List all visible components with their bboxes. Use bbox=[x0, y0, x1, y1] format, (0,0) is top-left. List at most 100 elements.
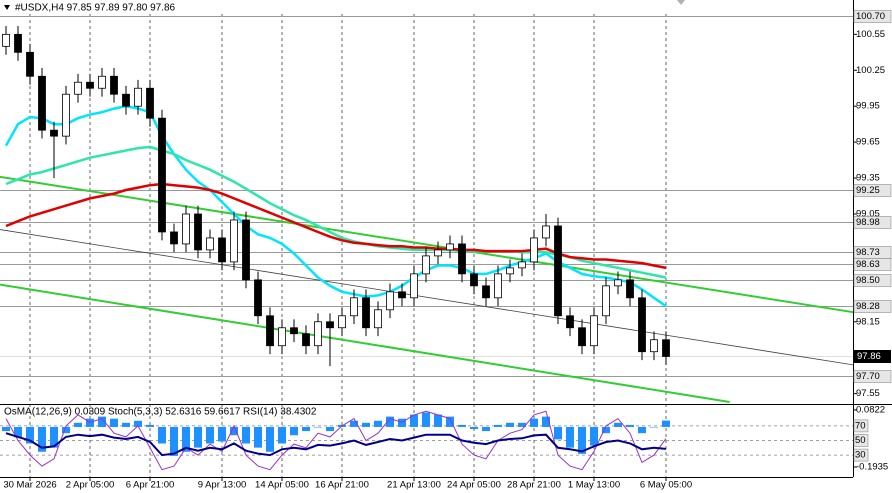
osma-bar bbox=[446, 416, 454, 427]
osma-bar bbox=[518, 422, 526, 427]
osma-bar bbox=[602, 426, 610, 434]
osma-bar bbox=[326, 426, 334, 432]
candle-body bbox=[662, 339, 670, 357]
last-price-box bbox=[854, 349, 891, 363]
level-label: 99.25 bbox=[856, 185, 880, 196]
osma-bar bbox=[638, 426, 646, 434]
candle-body bbox=[86, 81, 94, 89]
osma-bar bbox=[170, 426, 178, 456]
x-tick-label: 28 Apr 21:00 bbox=[507, 480, 561, 491]
level-label: 98.63 bbox=[856, 259, 880, 270]
candle-body bbox=[362, 297, 370, 329]
candle-body bbox=[446, 243, 454, 251]
osma-bar bbox=[206, 426, 214, 444]
candle-body bbox=[158, 117, 166, 233]
osma-bar bbox=[314, 426, 322, 428]
level-label-box bbox=[853, 258, 892, 271]
osma-bar bbox=[362, 422, 370, 427]
candle-body bbox=[110, 75, 118, 95]
level-label-box bbox=[853, 216, 892, 229]
level-label-box bbox=[853, 10, 892, 23]
candle-body bbox=[170, 231, 178, 245]
candle-body bbox=[626, 279, 634, 299]
candle-body bbox=[554, 225, 562, 317]
marks-layer bbox=[0, 25, 854, 471]
osma-bar bbox=[2, 426, 10, 432]
candle-body bbox=[398, 291, 406, 299]
candle-body bbox=[386, 291, 394, 311]
dropdown-icon[interactable] bbox=[4, 5, 10, 10]
osma-bar bbox=[38, 426, 46, 452]
level-label-box bbox=[853, 184, 892, 197]
osma-bar bbox=[194, 426, 202, 448]
osma-bar bbox=[386, 416, 394, 427]
osma-bar bbox=[470, 426, 478, 430]
candle-body bbox=[614, 279, 622, 287]
candle-body bbox=[650, 339, 658, 353]
osma-bar bbox=[494, 424, 502, 427]
y-tick-label: 99.35 bbox=[856, 173, 880, 184]
candle-body bbox=[146, 87, 154, 119]
y2-tick-label: 30 bbox=[855, 450, 866, 461]
y-tick-label: 99.95 bbox=[856, 101, 880, 112]
osma-bar bbox=[302, 426, 310, 432]
level-label-box bbox=[853, 300, 892, 313]
last-price-label: 97.86 bbox=[857, 351, 881, 362]
osma-bar bbox=[458, 424, 466, 427]
candle-body bbox=[266, 315, 274, 347]
level-label-box bbox=[853, 419, 869, 433]
level-label-box bbox=[853, 370, 892, 383]
osma-bar bbox=[134, 420, 142, 427]
osma-bar bbox=[350, 420, 358, 427]
x-tick-label: 6 Apr 21:00 bbox=[126, 480, 175, 491]
candle-body bbox=[122, 93, 130, 107]
osma-bar bbox=[614, 422, 622, 427]
osma-bar bbox=[542, 416, 550, 427]
x-tick-label: 1 May 13:00 bbox=[568, 480, 620, 491]
osma-bar bbox=[98, 416, 106, 427]
osma-bar bbox=[662, 420, 670, 427]
osma-bar bbox=[122, 422, 130, 427]
candle-body bbox=[578, 327, 586, 347]
x-tick-label: 21 Apr 13:00 bbox=[387, 480, 441, 491]
candle-body bbox=[638, 297, 646, 353]
chart-shift-marker bbox=[677, 0, 685, 5]
candle-body bbox=[194, 213, 202, 251]
candle-body bbox=[50, 129, 58, 137]
trend-line bbox=[0, 283, 730, 403]
level-label: 98.50 bbox=[856, 275, 880, 286]
y2-tick-label: 70 bbox=[855, 420, 866, 431]
x-tick-label: 30 Mar 2026 bbox=[3, 480, 56, 491]
osma-bar bbox=[14, 426, 22, 438]
candle-body bbox=[410, 273, 418, 299]
candle-body bbox=[254, 279, 262, 317]
level-label: 98.28 bbox=[856, 301, 880, 312]
level-label: 98.73 bbox=[856, 247, 880, 258]
osma-bar bbox=[182, 426, 190, 452]
candle-body bbox=[590, 315, 598, 347]
osma-bar bbox=[650, 426, 658, 428]
osma-bar bbox=[254, 426, 262, 448]
osma-bar bbox=[506, 422, 514, 427]
osma-bar bbox=[62, 426, 70, 434]
candle-body bbox=[98, 75, 106, 89]
osma-bar bbox=[374, 420, 382, 427]
candle-body bbox=[542, 225, 550, 239]
osma-bar bbox=[110, 418, 118, 427]
chart-title: #USDX,H4 97.85 97.89 97.80 97.86 bbox=[15, 3, 176, 14]
candle-body bbox=[302, 333, 310, 347]
candle-body bbox=[38, 75, 46, 131]
osma-bar bbox=[218, 426, 226, 442]
trend-line bbox=[0, 175, 854, 314]
x-tick-label: 14 Apr 05:00 bbox=[255, 480, 309, 491]
level-label-box bbox=[853, 274, 892, 287]
candle-body bbox=[26, 51, 34, 77]
candle-body bbox=[506, 267, 514, 275]
x-tick-label: 16 Apr 21:00 bbox=[315, 480, 369, 491]
candle-body bbox=[494, 273, 502, 299]
y-tick-label: 99.65 bbox=[856, 137, 880, 148]
level-label: 98.98 bbox=[856, 217, 880, 228]
level-label-box bbox=[853, 434, 869, 447]
